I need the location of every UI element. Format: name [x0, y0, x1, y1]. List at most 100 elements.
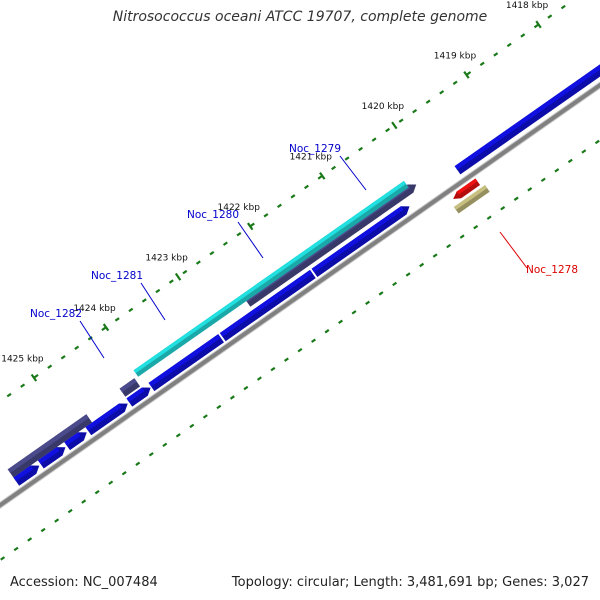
outer-dotted-ring-dot	[87, 336, 93, 341]
cds-feature-a	[148, 334, 224, 392]
inner-dotted-ring-dot	[121, 471, 127, 476]
cds-feature-c-body	[311, 206, 410, 277]
inner-dotted-ring-dot	[513, 196, 519, 201]
cds-feature-b-highlight	[219, 269, 313, 337]
inner-dotted-ring-dot	[405, 272, 411, 277]
inner-dotted-ring-dot	[378, 291, 384, 296]
outer-dotted-ring-dot	[276, 203, 282, 209]
backbone-layer	[0, 81, 600, 509]
inner-dotted-ring-dot	[189, 423, 195, 429]
outer-dotted-ring-dot	[114, 317, 120, 322]
tick-label: 1418 kbp	[506, 1, 549, 11]
outer-dotted-ring-dot	[304, 184, 309, 190]
gene-label: Noc_1282	[30, 308, 82, 320]
tick-label: 1419 kbp	[434, 52, 477, 62]
gene-feature-noc-1282-highlight	[119, 378, 137, 393]
inner-dotted-ring-dot	[594, 139, 600, 145]
outer-dotted-ring-dot	[168, 279, 174, 284]
tick-mark	[30, 373, 38, 382]
inner-dotted-ring-dot	[229, 395, 235, 400]
cds-feature-h-body	[13, 465, 40, 486]
inner-dotted-ring-dot	[135, 461, 141, 466]
khaki-feature	[453, 185, 490, 214]
outer-dotted-ring-dot	[236, 232, 242, 237]
inner-dotted-ring-dot	[540, 177, 546, 183]
inner-dotted-ring-dot	[283, 357, 289, 362]
cds-feature-g-body	[38, 447, 66, 469]
tick-label: 1421 kbp	[290, 152, 333, 162]
tick-label: 1422 kbp	[218, 203, 261, 213]
cds-feature-f	[64, 432, 87, 451]
outer-dotted-ring-dot	[506, 42, 512, 48]
cds-feature-e-body	[85, 403, 128, 436]
cds-feature-e-highlight	[85, 403, 122, 431]
inner-dotted-ring-dot	[486, 215, 492, 220]
inner-dotted-ring-dot	[297, 347, 303, 353]
outer-dotted-ring-dot	[371, 137, 377, 142]
inner-dotted-ring-dot	[202, 414, 208, 419]
tick-mark	[463, 70, 470, 79]
outer-dotted-ring-dot	[533, 23, 539, 29]
map-title: Nitrosococcus oceani ATCC 19707, complet…	[112, 9, 488, 25]
gene-label-leader	[339, 155, 367, 191]
outer-dotted-ring-dot	[439, 90, 445, 95]
gene-feature-left-highlight	[7, 414, 89, 474]
gene-label: Noc_1281	[91, 270, 143, 282]
cds-feature-f-highlight	[64, 432, 81, 446]
genome-summary: Topology: circular; Length: 3,481,691 bp…	[231, 575, 589, 590]
outer-dotted-ring-dot	[20, 383, 26, 388]
inner-dotted-ring-dot	[459, 234, 465, 239]
outer-dotted-ring-dot	[385, 127, 391, 133]
gene-feature-left	[7, 414, 93, 478]
gene-feature-noc-1282	[119, 378, 141, 397]
inner-dotted-ring-dot	[40, 527, 46, 533]
tick-label: 1424 kbp	[73, 304, 116, 314]
inner-dotted-ring-dot	[216, 404, 222, 410]
tick-mark	[246, 222, 254, 231]
inner-dotted-ring-dot	[256, 376, 262, 381]
inner-dotted-ring-dot	[473, 224, 479, 230]
cds-feature-g-highlight	[38, 447, 60, 465]
gene-label: Noc_1278	[526, 264, 578, 276]
outer-dotted-ring-dot	[74, 345, 80, 350]
inner-dotted-ring-dot	[432, 253, 438, 258]
outer-dotted-ring-dot	[479, 61, 485, 67]
inner-dotted-ring-dot	[243, 385, 249, 391]
outer-dotted-ring-dot	[493, 52, 499, 57]
outer-dotted-ring-dot	[155, 288, 161, 294]
inner-dotted-ring-dot	[338, 319, 343, 324]
inner-dotted-ring-dot	[567, 158, 573, 164]
inner-dotted-ring-dot	[446, 243, 452, 249]
inner-dotted-ring-dot	[365, 300, 371, 306]
tick-mark	[319, 171, 326, 180]
inner-dotted-ring-dot	[162, 442, 168, 448]
cds-feature-g	[38, 447, 66, 469]
inner-dotted-ring-dot	[13, 546, 19, 552]
outer-dotted-ring-dot	[6, 392, 12, 398]
inner-dotted-ring-dot	[392, 281, 398, 287]
inner-dotted-ring-dot	[527, 187, 533, 192]
inner-dotted-ring-dot	[94, 489, 100, 495]
outer-dotted-ring-dot	[560, 4, 566, 10]
inner-dotted-ring-dot	[54, 518, 60, 523]
cds-feature-h	[13, 465, 40, 486]
inner-dotted-ring-dot	[108, 480, 114, 485]
outer-dotted-ring-dot	[358, 146, 364, 152]
tick-layer: 1418 kbp 1419 kbp 1420 kbp 1421 kbp 1422 kbp…	[1, 1, 549, 382]
inner-dotted-ring-dot	[270, 366, 276, 372]
features-layer	[7, 64, 600, 486]
gene-label-leader	[140, 282, 166, 321]
inner-dotted-ring-dot	[581, 149, 587, 154]
inner-dotted-ring-dot	[500, 206, 506, 211]
tick-mark	[174, 272, 182, 281]
outer-dotted-ring-dot	[452, 80, 458, 85]
inner-dotted-ring-dot	[554, 168, 560, 173]
inner-dotted-ring-dot	[351, 310, 357, 315]
outer-dotted-ring-dot	[547, 14, 553, 19]
outer-dotted-ring-dot	[412, 108, 418, 114]
outer-dotted-ring-dot	[47, 364, 53, 369]
cds-feature-top-highlight	[454, 64, 600, 170]
backbone-line	[0, 82, 600, 508]
outer-dotted-ring-dot	[222, 241, 228, 246]
